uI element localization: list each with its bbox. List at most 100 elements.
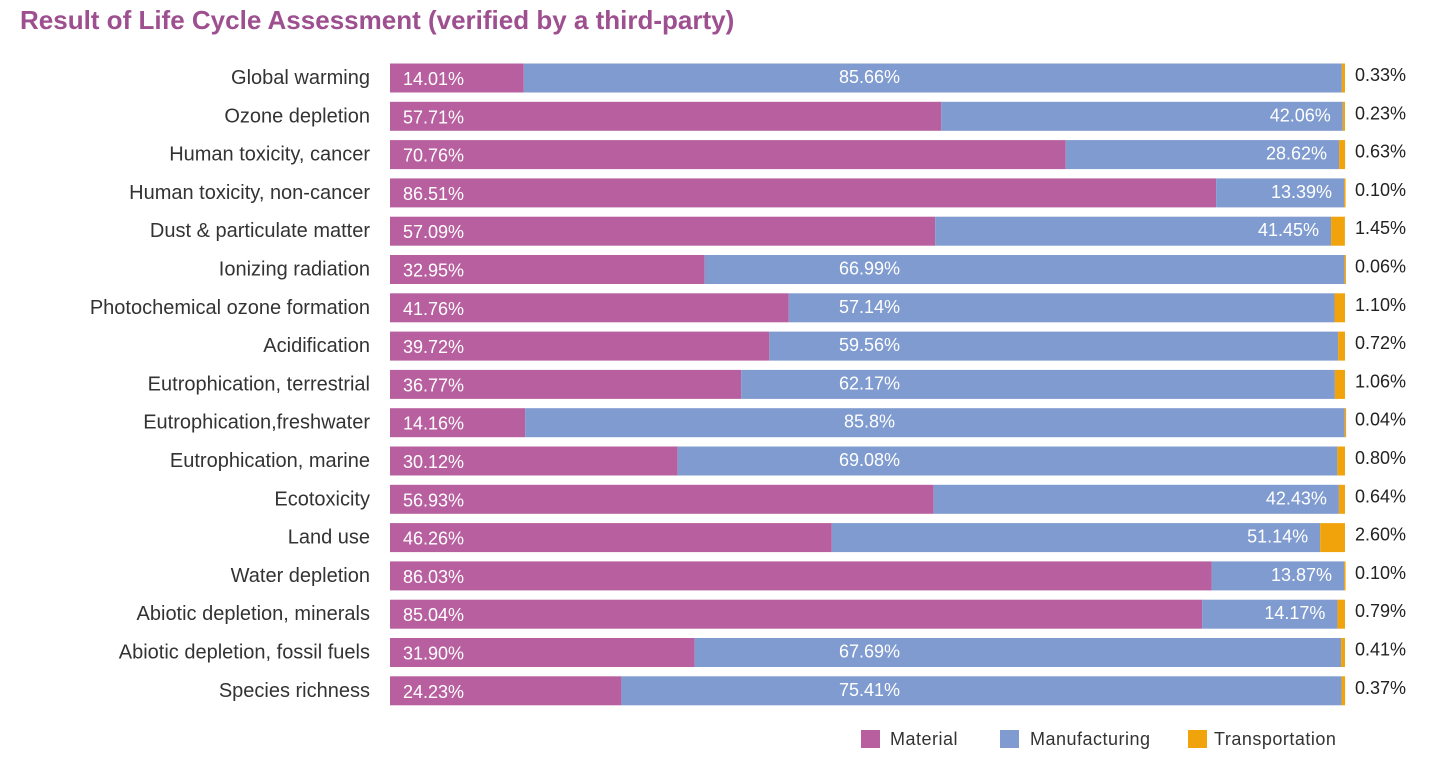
manufacturing-value-label: 75.41%	[839, 680, 900, 700]
category-label: Species richness	[219, 680, 370, 702]
bar-manufacturing	[694, 638, 1342, 667]
bar-material	[390, 140, 1066, 170]
bar-material	[390, 369, 742, 399]
material-value-label: 57.09%	[403, 222, 464, 242]
category-label: Photochemical ozone formation	[90, 297, 370, 319]
chart-title: Result of Life Cycle Assessment (verifie…	[20, 5, 735, 35]
category-label: Eutrophication, marine	[170, 450, 370, 472]
bar-transportation	[1334, 293, 1345, 323]
manufacturing-value-label: 14.17%	[1264, 603, 1325, 623]
transportation-value-label: 2.60%	[1355, 525, 1406, 545]
bar-material	[390, 293, 789, 323]
manufacturing-value-label: 28.62%	[1266, 144, 1327, 164]
material-value-label: 86.03%	[403, 567, 464, 587]
bar-manufacturing	[788, 293, 1335, 323]
bar-manufacturing	[933, 484, 1339, 514]
category-label: Abiotic depletion, fossil fuels	[119, 642, 370, 664]
manufacturing-value-label: 85.8%	[844, 412, 895, 432]
bar-material	[390, 599, 1203, 629]
manufacturing-value-label: 51.14%	[1247, 527, 1308, 547]
legend-label-material: Material	[890, 729, 958, 749]
category-label: Eutrophication,freshwater	[143, 412, 370, 434]
material-value-label: 24.23%	[403, 682, 464, 702]
bar-manufacturing	[1211, 561, 1345, 591]
bar-material	[390, 101, 942, 131]
bar-material	[390, 638, 695, 667]
transportation-value-label: 0.10%	[1355, 180, 1406, 200]
material-value-label: 30.12%	[403, 452, 464, 472]
manufacturing-value-label: 59.56%	[839, 335, 900, 355]
manufacturing-value-label: 69.08%	[839, 450, 900, 470]
material-value-label: 85.04%	[403, 605, 464, 625]
bar-material	[390, 408, 526, 438]
material-value-label: 39.72%	[403, 337, 464, 357]
transportation-value-label: 0.63%	[1355, 142, 1406, 162]
bar-manufacturing	[1065, 140, 1340, 170]
manufacturing-value-label: 41.45%	[1258, 220, 1319, 240]
category-label: Ozone depletion	[224, 105, 370, 127]
bar-manufacturing	[677, 446, 1338, 476]
material-value-label: 41.76%	[403, 299, 464, 319]
bar-manufacturing	[769, 331, 1339, 361]
bar-transportation	[1344, 255, 1346, 284]
category-label: Acidification	[263, 335, 370, 357]
bar-manufacturing	[1202, 599, 1338, 629]
legend-label-transportation: Transportation	[1214, 729, 1336, 749]
bar-transportation	[1341, 676, 1346, 706]
bar-manufacturing	[523, 63, 1342, 93]
bar-material	[390, 255, 705, 284]
transportation-value-label: 0.41%	[1355, 640, 1406, 660]
category-label: Ionizing radiation	[219, 259, 370, 281]
transportation-value-label: 0.10%	[1355, 563, 1406, 583]
bar-transportation	[1344, 178, 1346, 208]
material-value-label: 32.95%	[403, 261, 464, 281]
material-value-label: 70.76%	[403, 146, 464, 166]
bar-material	[390, 63, 524, 93]
bar-material	[390, 561, 1212, 591]
bar-transportation	[1337, 446, 1345, 476]
bar-material	[390, 446, 678, 476]
manufacturing-value-label: 66.99%	[839, 259, 900, 279]
transportation-value-label: 0.72%	[1355, 333, 1406, 353]
material-value-label: 46.26%	[403, 529, 464, 549]
legend-swatch-material	[861, 730, 880, 748]
bar-transportation	[1341, 638, 1345, 667]
transportation-value-label: 1.06%	[1355, 371, 1406, 391]
legend-swatch-manufacturing	[1000, 730, 1019, 748]
material-value-label: 57.71%	[403, 107, 464, 127]
transportation-value-label: 0.04%	[1355, 410, 1406, 430]
bar-transportation	[1331, 216, 1345, 246]
bar-material	[390, 178, 1217, 208]
transportation-value-label: 0.79%	[1355, 601, 1406, 621]
bar-manufacturing	[831, 523, 1321, 553]
legend-label-manufacturing: Manufacturing	[1030, 729, 1151, 749]
manufacturing-value-label: 13.39%	[1271, 182, 1332, 202]
bar-transportation	[1344, 561, 1346, 591]
material-value-label: 86.51%	[403, 184, 464, 204]
bar-manufacturing	[941, 101, 1343, 131]
bar-transportation	[1344, 408, 1347, 438]
transportation-value-label: 1.10%	[1355, 295, 1406, 315]
transportation-value-label: 1.45%	[1355, 218, 1406, 238]
category-label: Global warming	[231, 67, 370, 89]
manufacturing-value-label: 13.87%	[1271, 565, 1332, 585]
transportation-value-label: 0.80%	[1355, 448, 1406, 468]
bar-transportation	[1337, 599, 1345, 629]
bar-manufacturing	[525, 408, 1345, 438]
category-label: Human toxicity, non-cancer	[129, 182, 370, 204]
bar-transportation	[1342, 101, 1345, 131]
category-label: Ecotoxicity	[274, 488, 370, 510]
category-label: Eutrophication, terrestrial	[148, 373, 370, 395]
bar-manufacturing	[1216, 178, 1345, 208]
category-label: Water depletion	[231, 565, 370, 587]
material-value-label: 36.77%	[403, 375, 464, 395]
category-label: Dust & particulate matter	[150, 220, 370, 242]
bar-material	[390, 523, 832, 553]
bar-transportation	[1334, 369, 1345, 399]
bar-manufacturing	[935, 216, 1332, 246]
bar-material	[390, 484, 934, 514]
transportation-value-label: 0.37%	[1355, 678, 1406, 698]
manufacturing-value-label: 57.14%	[839, 297, 900, 317]
bar-transportation	[1341, 63, 1345, 93]
